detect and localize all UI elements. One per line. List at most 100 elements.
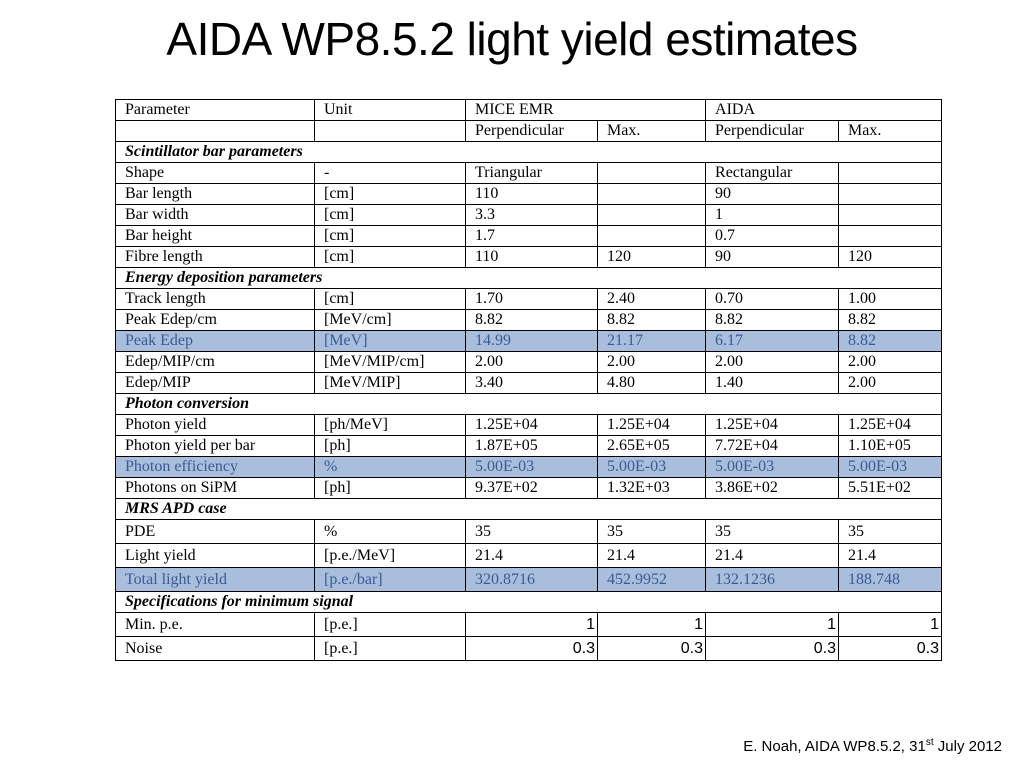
value-cell: 1.87E+05 xyxy=(465,435,598,457)
slide-title: AIDA WP8.5.2 light yield estimates xyxy=(166,13,858,65)
table-row: Photon yield [ph/MeV] 1.25E+04 1.25E+04 1.25… xyxy=(115,414,943,436)
value-cell: 0.3 xyxy=(838,636,943,661)
unit-cell: % xyxy=(314,519,466,544)
value-cell xyxy=(838,204,943,226)
value-cell: 2.00 xyxy=(465,351,598,373)
value-cell: 320.8716 xyxy=(465,567,598,592)
parameter-cell: PDE xyxy=(115,519,315,544)
value-cell xyxy=(838,225,943,247)
value-cell: 4.80 xyxy=(596,372,707,394)
parameter-cell: Track length xyxy=(115,288,315,310)
table-row: Edep/MIP [MeV/MIP] 3.40 4.80 1.40 2.00 xyxy=(115,372,943,394)
value-cell: 120 xyxy=(596,246,707,268)
value-cell: 90 xyxy=(705,183,840,205)
value-cell: 8.82 xyxy=(596,309,707,331)
unit-cell: [MeV] xyxy=(314,330,466,352)
value-cell: 3.40 xyxy=(465,372,598,394)
table-row: Photon efficiency% 5.00E-03 5.00E-03 5.00E-… xyxy=(115,456,943,478)
value-cell xyxy=(596,225,707,247)
value-cell: 120 xyxy=(838,246,943,268)
section-title: Scintillator bar parameters xyxy=(114,141,943,163)
value-cell: 0.3 xyxy=(705,636,840,661)
parameter-cell: Edep/MIP xyxy=(115,372,315,394)
parameter-cell: Total light yield xyxy=(115,567,315,592)
value-cell: 21.4 xyxy=(838,543,943,568)
value-cell: 1.32E+03 xyxy=(596,477,707,499)
table-row: PDE% 35 35 35 35 xyxy=(115,519,943,544)
value-cell: 9.37E+02 xyxy=(465,477,598,499)
section-title: MRS APD case xyxy=(114,498,943,520)
value-cell xyxy=(838,162,943,184)
unit-cell: [p.e.] xyxy=(314,636,466,661)
value-cell: 14.99 xyxy=(465,330,598,352)
value-cell: 132.1236 xyxy=(705,567,840,592)
header-mice-max: Max. xyxy=(596,120,707,142)
value-cell: 1 xyxy=(465,612,598,637)
header-mice-emr: MICE EMR xyxy=(464,99,707,121)
unit-cell: [ph/MeV] xyxy=(314,414,466,436)
parameter-cell: Peak Edep/cm xyxy=(115,309,315,331)
value-cell: 5.00E-03 xyxy=(705,456,840,478)
value-cell: 110 xyxy=(465,246,598,268)
value-cell: 1 xyxy=(838,612,943,637)
value-cell: 1.70 xyxy=(465,288,598,310)
unit-cell: [MeV/MIP] xyxy=(314,372,466,394)
table-row: Peak Edep [MeV] 14.99 21.17 6.17 8.82 xyxy=(115,330,943,352)
table-row: Total light yield [p.e./bar] 320.8716 452.9… xyxy=(115,567,943,592)
header-aida-max: Max. xyxy=(838,120,943,142)
footer-date: July 2012 xyxy=(933,738,1002,755)
unit-cell: - xyxy=(314,162,466,184)
parameter-cell: Photons on SiPM xyxy=(115,477,315,499)
table-row: Edep/MIP/cm [MeV/MIP/cm] 2.00 2.00 2.00 2.00 xyxy=(115,351,943,373)
parameter-cell: Edep/MIP/cm xyxy=(115,351,315,373)
value-cell: 0.7 xyxy=(705,225,840,247)
table-row: Bar width [cm] 3.3 1 xyxy=(115,204,943,226)
section-title: Specifications for minimum signal xyxy=(114,591,943,613)
section-title: Photon conversion xyxy=(114,393,943,415)
value-cell: 2.00 xyxy=(705,351,840,373)
table-row: Noise [p.e.] 0.3 0.3 0.3 0.3 xyxy=(115,636,943,661)
value-cell: 1.25E+04 xyxy=(838,414,943,436)
value-cell: 21.4 xyxy=(705,543,840,568)
value-cell: 1.25E+04 xyxy=(596,414,707,436)
value-cell: 1 xyxy=(705,204,840,226)
section-row: Photon conversion xyxy=(114,393,943,415)
value-cell: 35 xyxy=(596,519,707,544)
unit-cell: [MeV/MIP/cm] xyxy=(314,351,466,373)
value-cell: 452.9952 xyxy=(596,567,707,592)
unit-cell: [p.e./MeV] xyxy=(314,543,466,568)
value-cell: 1.10E+05 xyxy=(838,435,943,457)
header-parameter: Parameter xyxy=(115,99,315,121)
value-cell: 8.82 xyxy=(838,330,943,352)
value-cell xyxy=(596,204,707,226)
value-cell: 1 xyxy=(705,612,840,637)
unit-cell: [p.e./bar] xyxy=(314,567,466,592)
value-cell xyxy=(596,162,707,184)
value-cell: 0.3 xyxy=(465,636,598,661)
unit-cell: [cm] xyxy=(314,246,466,268)
value-cell: 1.00 xyxy=(838,288,943,310)
value-cell: 35 xyxy=(465,519,598,544)
parameter-cell: Bar length xyxy=(115,183,315,205)
light-yield-table: Parameter Unit MICE EMR AIDA Perpendicul… xyxy=(114,99,943,661)
value-cell: 5.00E-03 xyxy=(596,456,707,478)
parameter-cell: Peak Edep xyxy=(115,330,315,352)
value-cell: 8.82 xyxy=(838,309,943,331)
value-cell: 8.82 xyxy=(465,309,598,331)
parameter-cell: Light yield xyxy=(115,543,315,568)
value-cell: 7.72E+04 xyxy=(705,435,840,457)
footer-superscript: st xyxy=(925,737,934,748)
section-title: Energy deposition parameters xyxy=(114,267,943,289)
table-row: Photons on SiPM [ph] 9.37E+02 1.32E+03 3.86E… xyxy=(115,477,943,499)
value-cell: 21.17 xyxy=(596,330,707,352)
table-row: Photon yield per bar [ph] 1.87E+05 2.65E+05… xyxy=(115,435,943,457)
unit-cell: [cm] xyxy=(314,288,466,310)
value-cell: 6.17 xyxy=(705,330,840,352)
table-row: Track length [cm] 1.70 2.40 0.70 1.00 xyxy=(115,288,943,310)
value-cell: 21.4 xyxy=(465,543,598,568)
value-cell: 2.65E+05 xyxy=(596,435,707,457)
value-cell: 1.7 xyxy=(465,225,598,247)
value-cell: 5.00E-03 xyxy=(465,456,598,478)
value-cell: 3.3 xyxy=(465,204,598,226)
parameter-cell: Photon efficiency xyxy=(115,456,315,478)
